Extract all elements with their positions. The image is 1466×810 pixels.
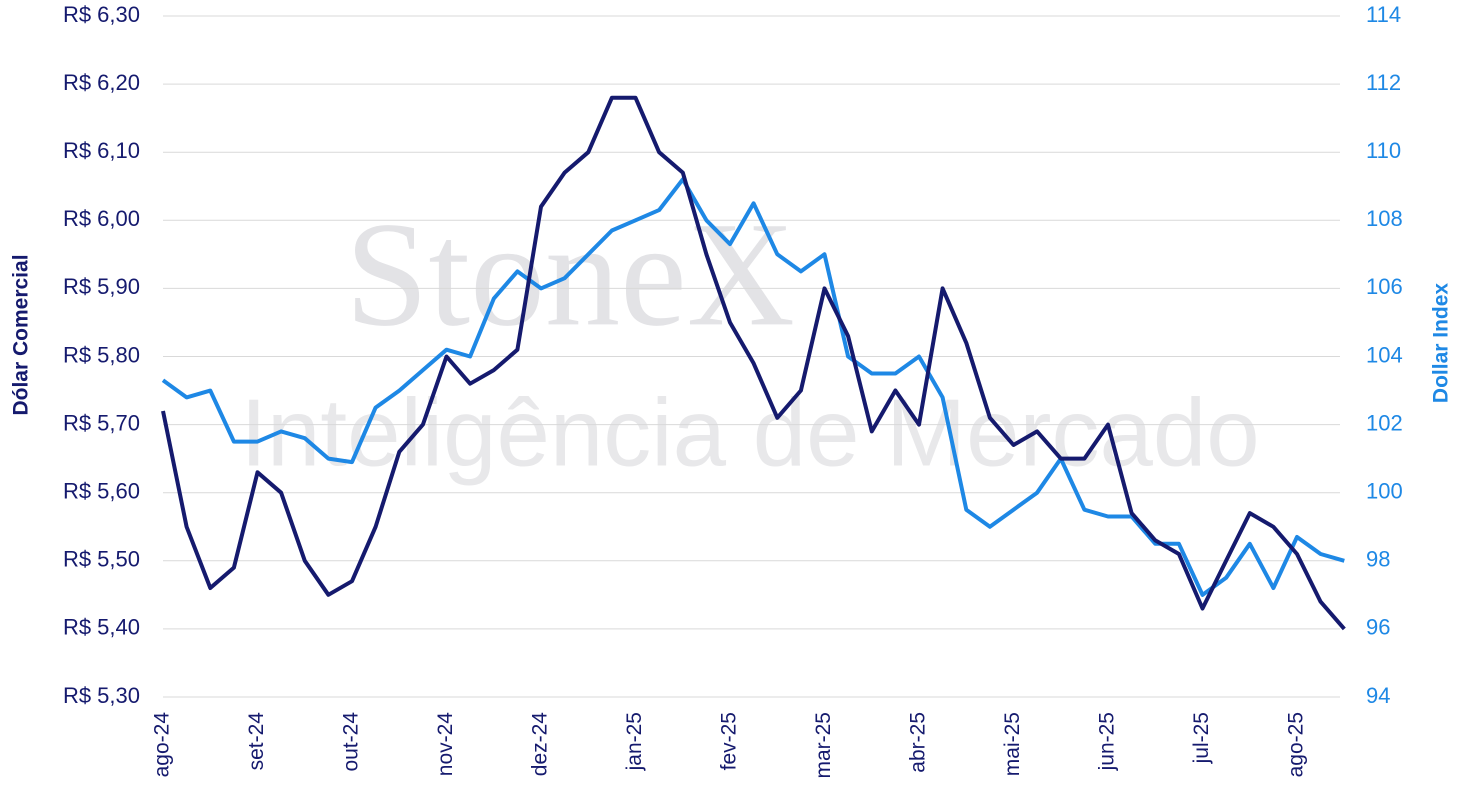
x-tick-label: ago-24 [151, 712, 174, 778]
y2-tick-label: 110 [1366, 138, 1401, 163]
y-tick-label: R$ 5,80 [63, 342, 140, 367]
watermark-sub: Inteligência de Mercado [240, 379, 1259, 486]
y2-tick-label: 98 [1366, 547, 1390, 572]
x-tick-label: ago-25 [1285, 712, 1308, 777]
y2-tick-label: 108 [1366, 206, 1403, 231]
y-tick-label: R$ 6,30 [63, 2, 140, 27]
y2-tick-label: 106 [1366, 274, 1403, 299]
y-tick-label: R$ 6,20 [63, 70, 140, 95]
x-tick-label: dez-24 [529, 712, 552, 777]
y2-tick-label: 94 [1366, 683, 1390, 708]
series-line [161, 95, 1346, 631]
x-tick-label: fev-25 [718, 712, 741, 770]
x-tick-label: mar-25 [812, 712, 835, 779]
x-tick-label: jun-25 [1096, 712, 1119, 771]
y2-tick-label: 112 [1366, 70, 1401, 95]
x-tick-label: jul-25 [1190, 712, 1213, 764]
x-tick-label: set-24 [245, 712, 268, 771]
y2-tick-label: 114 [1366, 2, 1401, 27]
y2-axis-title: Dollar Index [1430, 283, 1453, 404]
y-tick-label: R$ 5,70 [63, 410, 140, 435]
y-axis-title: Dólar Comercial [10, 254, 33, 415]
x-tick-label: jan-25 [623, 712, 646, 771]
y2-tick-label: 104 [1366, 342, 1403, 367]
x-tick-label: nov-24 [434, 712, 457, 777]
y2-tick-label: 102 [1366, 410, 1403, 435]
y2-tick-label: 96 [1366, 615, 1390, 640]
y-tick-label: R$ 6,10 [63, 138, 140, 163]
y-tick-label: R$ 5,40 [63, 615, 140, 640]
x-tick-label: mai-25 [1001, 712, 1024, 776]
y2-tick-label: 100 [1366, 479, 1403, 504]
x-tick-label: out-24 [340, 712, 363, 772]
y-tick-label: R$ 5,90 [63, 274, 140, 299]
y-tick-label: R$ 5,30 [63, 683, 140, 708]
y-tick-label: R$ 6,00 [63, 206, 140, 231]
series-line [161, 177, 1345, 597]
x-tick-label: abr-25 [907, 712, 930, 773]
y-tick-label: R$ 5,50 [63, 547, 140, 572]
y-tick-label: R$ 5,60 [63, 479, 140, 504]
